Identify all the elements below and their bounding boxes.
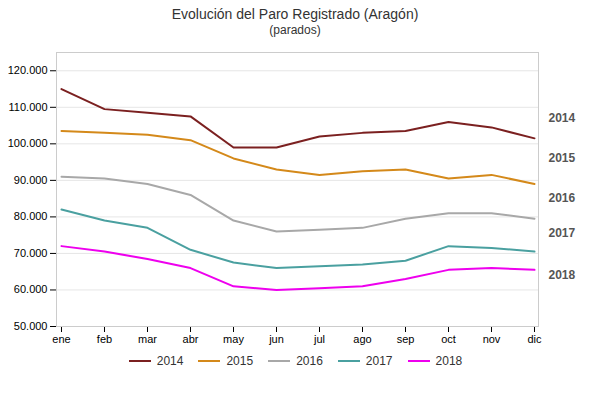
html-text:2016: 2016 [296, 354, 323, 368]
svg-text:120.000: 120.000 [8, 64, 48, 76]
svg-text:80.000: 80.000 [14, 210, 48, 222]
svg-text:2016: 2016 [549, 191, 576, 205]
svg-text:ene: ene [52, 333, 70, 345]
svg-text:jun: jun [268, 333, 284, 345]
html-text:2015: 2015 [226, 354, 254, 368]
svg-text:sep: sep [397, 333, 415, 345]
svg-text:2017: 2017 [549, 226, 576, 240]
svg-text:2014: 2014 [549, 111, 576, 125]
svg-text:100.000: 100.000 [8, 137, 48, 149]
svg-text:nov: nov [483, 333, 501, 345]
svg-text:feb: feb [97, 333, 112, 345]
svg-text:2015: 2015 [549, 151, 576, 165]
svg-text:jul: jul [313, 333, 325, 345]
svg-text:60.000: 60.000 [14, 283, 48, 295]
svg-text:may: may [223, 333, 244, 345]
svg-text:70.000: 70.000 [14, 247, 48, 259]
svg-text:2018: 2018 [549, 268, 576, 282]
html-text:2018: 2018 [435, 354, 463, 368]
svg-text:ago: ago [353, 333, 371, 345]
svg-text:oct: oct [441, 333, 456, 345]
svg-text:abr: abr [183, 333, 199, 345]
svg-text:dic: dic [527, 333, 542, 345]
html-text:2017: 2017 [365, 354, 393, 368]
svg-text:50.000: 50.000 [14, 320, 48, 332]
html-text:2014: 2014 [156, 354, 184, 368]
html-text:Evolución del Paro Registrado: Evolución del Paro Registrado (Aragón) [171, 6, 419, 22]
svg-text:90.000: 90.000 [14, 174, 48, 186]
svg-text:110.000: 110.000 [9, 101, 48, 113]
svg-text:mar: mar [138, 333, 157, 345]
html-text:(parados): (parados) [269, 23, 321, 37]
